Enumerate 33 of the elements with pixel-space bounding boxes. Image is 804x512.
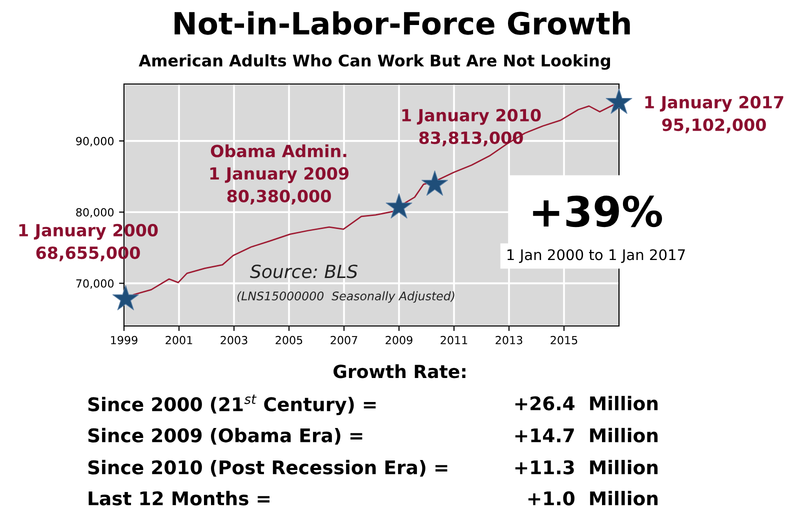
point xyxy=(606,88,632,114)
annotation: 1 Jan 2000 to 1 Jan 2017 xyxy=(508,249,685,263)
x-tick-label: 2007 xyxy=(330,336,358,344)
annotation: Source: BLS xyxy=(250,264,358,278)
y-tick-label: 90,000 xyxy=(76,136,114,146)
text: Since 2010 (Post Recession Era) = xyxy=(88,460,448,477)
chart-title: Not-in-Labor-Force Growth xyxy=(174,11,630,35)
text: +14.7 Million xyxy=(515,428,658,442)
text: +26.4 Million xyxy=(515,396,658,410)
x-tick-label: 2015 xyxy=(550,336,578,344)
text: 1 January 2017 95,102,000 xyxy=(645,96,784,134)
point xyxy=(386,193,412,218)
x-tick-label: 1999 xyxy=(111,336,138,344)
x-tick-label: 2003 xyxy=(220,336,248,344)
text: Since 2009 (Obama Era) = xyxy=(88,428,362,445)
text: +11.3 Million xyxy=(515,460,658,474)
point xyxy=(112,285,139,310)
text: Growth Rate: xyxy=(334,364,466,378)
x-tick-label: 2005 xyxy=(276,336,302,344)
x-tick-label: 2011 xyxy=(440,336,468,344)
annotation: (LNS15000000 Seasonally Adjusted) xyxy=(237,291,454,303)
annotation: Obama Admin. 1 January 2009 80,380,000 xyxy=(210,144,348,204)
chart-subtitle: American Adults Who Can Work But Are Not Looking xyxy=(138,54,610,70)
x-tick-label: 2013 xyxy=(496,336,522,344)
y-tick-label: 70,000 xyxy=(76,279,114,289)
point xyxy=(422,170,448,196)
y-tick-label: 80,000 xyxy=(76,208,114,218)
text: Since 2000 (21$^{st}$ Century) = xyxy=(88,394,376,416)
text: +1.0 Million xyxy=(528,490,658,506)
annotation: +39% xyxy=(533,196,662,228)
x-tick-label: 2001 xyxy=(166,336,192,344)
x-tick-label: 2009 xyxy=(386,336,412,344)
text: Last 12 Months = xyxy=(88,490,270,506)
